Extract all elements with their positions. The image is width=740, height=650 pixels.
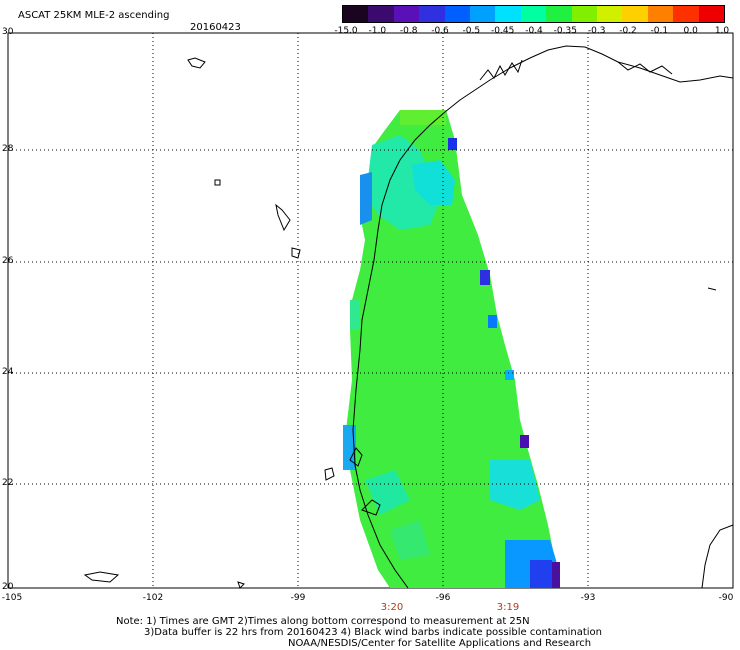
colorbar-label: -0.6 xyxy=(431,26,449,36)
colorbar-label: 1.0 xyxy=(714,26,730,36)
coastline xyxy=(83,45,734,589)
lat-lon-grid xyxy=(8,33,733,588)
lat-label-22: 22 xyxy=(2,478,14,488)
lat-label-20: 20 xyxy=(2,582,14,592)
note-line-1: Note: 1) Times are GMT 2)Times along bot… xyxy=(116,616,530,627)
lon-label-99: -99 xyxy=(290,593,306,603)
colorbar-segment xyxy=(647,6,674,22)
colorbar-label: 0.0 xyxy=(683,26,698,36)
colorbar-label: -0.35 xyxy=(553,26,577,36)
colorbar-segment xyxy=(520,6,547,22)
lat-label-24: 24 xyxy=(2,367,14,377)
product-date: 20160423 xyxy=(190,22,241,33)
map-frame xyxy=(7,32,734,589)
swath-time-1: 3:20 xyxy=(380,602,404,613)
colorbar-segment xyxy=(546,6,572,22)
colorbar-label: -0.2 xyxy=(619,26,637,36)
colorbar-segment xyxy=(622,6,648,22)
colorbar-segment xyxy=(368,6,394,22)
swath-time-2: 3:19 xyxy=(496,602,520,613)
colorbar-segment xyxy=(393,6,420,22)
lon-label-93: -93 xyxy=(580,593,596,603)
colorbar-segment xyxy=(470,6,496,22)
colorbar-segment xyxy=(571,6,598,22)
colorbar xyxy=(342,5,725,23)
lon-label-105: -105 xyxy=(1,593,23,603)
colorbar-segment xyxy=(597,6,623,22)
lat-label-28: 28 xyxy=(2,144,14,154)
colorbar-label: -0.5 xyxy=(462,26,481,36)
colorbar-label: -0.1 xyxy=(650,26,669,36)
colorbar-label: -0.8 xyxy=(399,26,418,36)
data-swath xyxy=(343,110,560,588)
colorbar-segment xyxy=(495,6,521,22)
colorbar-segment xyxy=(444,6,471,22)
colorbar-label: -15.0 xyxy=(334,26,358,36)
lat-label-26: 26 xyxy=(2,256,14,266)
product-title: ASCAT 25KM MLE-2 ascending xyxy=(18,10,170,21)
colorbar-label: -1.0 xyxy=(368,26,387,36)
colorbar-label: -0.45 xyxy=(491,26,515,36)
colorbar-label: -0.3 xyxy=(587,26,606,36)
colorbar-labels: -15.0 -1.0 -0.8 -0.6 -0.5 -0.45 -0.4 -0.35 -0.3 -… xyxy=(330,26,740,38)
colorbar-label: -0.4 xyxy=(525,26,543,36)
colorbar-segment xyxy=(698,6,725,22)
lon-label-90: -90 xyxy=(718,593,734,603)
lon-label-96: -96 xyxy=(435,593,451,603)
note-line-2: 3)Data buffer is 22 hrs from 20160423 4)… xyxy=(144,627,602,638)
colorbar-segment xyxy=(419,6,445,22)
lat-label-30: 30 xyxy=(2,27,14,37)
note-line-3: NOAA/NESDIS/Center for Satellite Applica… xyxy=(288,638,592,649)
colorbar-segment xyxy=(343,6,369,22)
colorbar-segment xyxy=(673,6,699,22)
lon-label-102: -102 xyxy=(142,593,164,603)
